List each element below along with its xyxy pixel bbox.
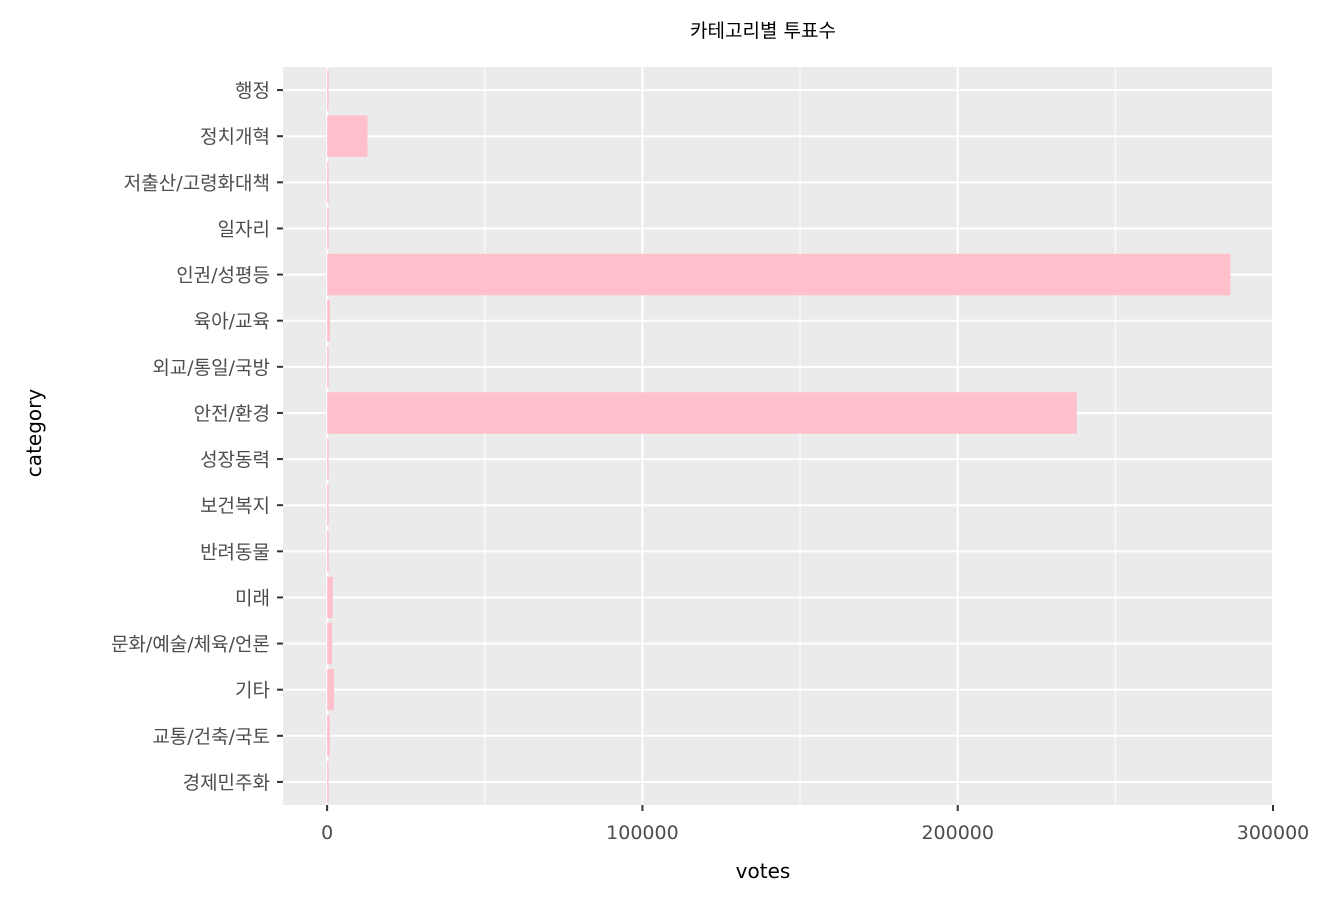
y-tick-label: 미래 — [235, 587, 270, 609]
bar — [327, 668, 335, 711]
bar — [327, 346, 329, 388]
x-axis-title: votes — [736, 859, 791, 883]
y-tick-label: 일자리 — [218, 218, 270, 240]
y-axis-title: category — [22, 389, 46, 478]
bar — [327, 622, 333, 665]
bar — [327, 576, 333, 619]
y-tick-label: 육아/교육 — [194, 311, 270, 333]
grid-minor — [484, 67, 1116, 805]
x-tick-label: 100000 — [606, 822, 679, 844]
x-tick-label: 200000 — [921, 822, 994, 844]
bar — [327, 299, 330, 342]
y-tick-label: 반려동물 — [200, 541, 270, 563]
y-tick-label: 기타 — [235, 680, 270, 702]
bar — [327, 161, 329, 204]
bar — [327, 761, 329, 803]
bar — [327, 392, 1077, 434]
y-tick-label: 교통/건축/국토 — [152, 726, 270, 748]
bar — [327, 115, 368, 157]
y-tick-label: 행정 — [235, 80, 270, 102]
bar — [327, 207, 329, 250]
bar — [327, 438, 329, 480]
bar — [327, 530, 329, 573]
bar — [327, 715, 330, 757]
y-tick-label: 외교/통일/국방 — [152, 357, 270, 379]
bar — [327, 484, 329, 526]
y-tick-label: 정치개혁 — [200, 126, 270, 148]
x-tick-label: 0 — [321, 822, 333, 844]
chart-title: 카테고리별 투표수 — [690, 20, 836, 42]
x-axis: 0 100000 200000 300000 — [321, 805, 1309, 844]
bar — [327, 69, 329, 111]
y-axis: 행정정치개혁저출산/고령화대책일자리인권/성평등육아/교육외교/통일/국방안전/… — [111, 80, 283, 794]
x-tick-label: 300000 — [1237, 822, 1310, 844]
plot-panel — [283, 67, 1273, 805]
bar — [327, 253, 1231, 296]
y-tick-label: 인권/성평등 — [176, 265, 270, 287]
y-tick-label: 문화/예술/체육/언론 — [111, 634, 270, 656]
y-tick-label: 저출산/고령화대책 — [124, 172, 270, 194]
y-tick-label: 보건복지 — [200, 495, 270, 517]
bars — [327, 69, 1231, 803]
y-tick-label: 안전/환경 — [194, 403, 270, 425]
y-tick-label: 경제민주화 — [183, 772, 270, 794]
y-tick-label: 성장동력 — [200, 449, 270, 471]
